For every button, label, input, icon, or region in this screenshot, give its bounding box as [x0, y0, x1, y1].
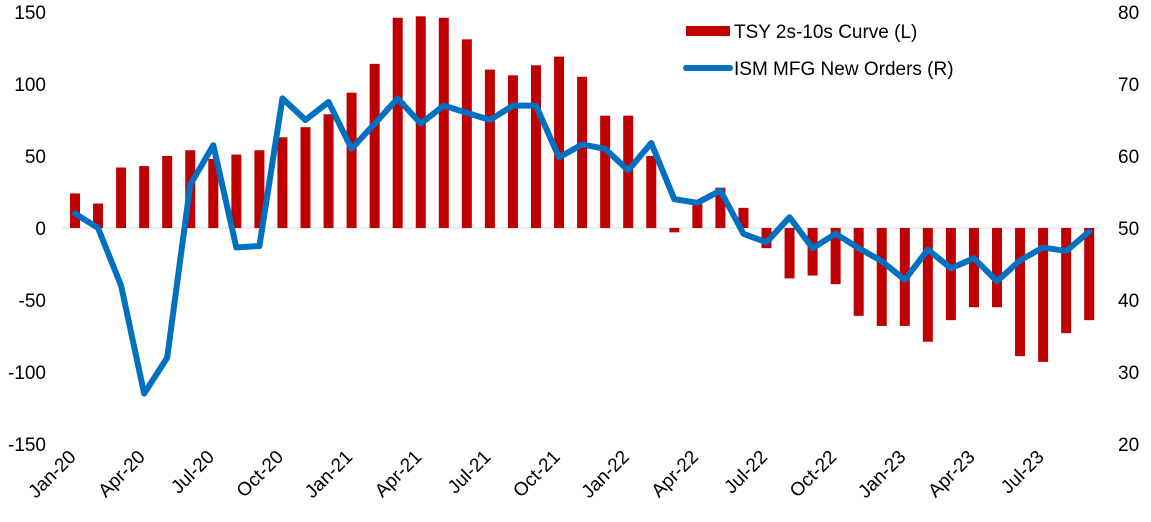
bar-Apr-20	[139, 166, 150, 228]
right-axis-tick: 70	[1118, 75, 1139, 96]
bar-Jul-21	[484, 69, 495, 228]
x-axis-tick: Jul-20	[167, 447, 218, 498]
bar-Aug-20	[231, 154, 242, 228]
bar-Sep-22	[807, 228, 818, 276]
right-axis-tick: 50	[1118, 219, 1139, 240]
left-axis-tick: -100	[8, 363, 46, 384]
x-axis-tick: Jan-22	[578, 447, 634, 503]
legend-label-line: ISM MFG New Orders (R)	[734, 59, 954, 80]
x-axis-tick: Oct-21	[509, 447, 564, 502]
bar-Dec-20	[323, 114, 334, 228]
left-axis-tick: 100	[14, 75, 46, 96]
x-axis-tick: Apr-22	[648, 447, 703, 502]
bar-Feb-23	[922, 228, 933, 342]
x-axis-tick: Apr-20	[95, 447, 150, 502]
bar-Feb-20	[93, 203, 104, 228]
x-axis-tick: Oct-20	[233, 447, 288, 502]
bar-Jan-21	[346, 92, 357, 228]
bar-Mar-22	[669, 228, 680, 233]
x-axis-tick: Jan-21	[301, 447, 357, 503]
x-axis: Jan-20 Apr-20 Jul-20 Oct-20 Jan-21 Apr-21 Jul-…	[25, 447, 1049, 503]
bar-Nov-22	[853, 228, 864, 316]
bar-May-21	[438, 17, 449, 229]
right-axis-tick: 30	[1118, 363, 1139, 384]
bar-Oct-20	[277, 137, 288, 228]
left-axis-tick: 50	[25, 147, 46, 168]
bar-Nov-20	[300, 127, 311, 228]
right-axis-tick: 80	[1118, 3, 1139, 24]
left-axis: 150 100 50 0 -50 -100 -150	[8, 3, 46, 456]
bar-May-22	[715, 187, 726, 228]
bar-Mar-20	[116, 167, 127, 228]
legend-swatch-bar	[686, 26, 730, 36]
bar-Dec-21	[600, 115, 611, 228]
legend-label-bar: TSY 2s-10s Curve (L)	[734, 22, 917, 43]
right-axis-tick: 20	[1118, 435, 1139, 456]
x-axis-tick: Apr-23	[924, 447, 979, 502]
bar-Mar-21	[392, 17, 403, 229]
right-axis-tick: 60	[1118, 147, 1139, 168]
left-axis-tick: -50	[19, 291, 46, 312]
bar-Apr-23	[968, 228, 979, 308]
right-axis: 80 70 60 50 40 30 20	[1118, 3, 1139, 456]
bar-Oct-21	[554, 56, 565, 228]
bar-Apr-22	[692, 202, 703, 228]
bar-Dec-22	[876, 228, 887, 326]
bar-Jun-21	[461, 39, 472, 228]
bar-Sep-23	[1084, 228, 1095, 321]
bar-Jul-23	[1038, 228, 1049, 362]
bar-Jul-20	[208, 158, 219, 228]
bar-Jun-22	[738, 207, 749, 228]
legend: TSY 2s-10s Curve (L) ISM MFG New Orders …	[683, 22, 954, 80]
x-axis-tick: Apr-21	[371, 447, 426, 502]
bar-Feb-22	[646, 156, 657, 228]
bar-Mar-23	[945, 228, 956, 321]
bar-Aug-22	[784, 228, 795, 279]
bar-Aug-21	[507, 75, 518, 228]
bar-May-20	[162, 156, 173, 228]
x-axis-tick: Jul-23	[997, 447, 1048, 498]
x-axis-tick: Jul-22	[721, 447, 772, 498]
x-axis-tick: Oct-22	[786, 447, 841, 502]
left-axis-tick: 150	[14, 3, 46, 24]
bar-Nov-21	[577, 76, 588, 228]
right-axis-tick: 40	[1118, 291, 1139, 312]
x-axis-tick: Jan-23	[854, 447, 910, 503]
bar-Oct-22	[830, 228, 841, 285]
bar-Aug-23	[1061, 228, 1072, 334]
line-series-ism-new-orders	[72, 95, 1093, 397]
bar-Sep-21	[531, 65, 541, 228]
left-axis-tick: 0	[35, 219, 46, 240]
left-axis-tick: -150	[8, 435, 46, 456]
x-axis-tick: Jul-21	[444, 447, 495, 498]
bar-Sep-20	[254, 150, 265, 228]
bar-May-23	[992, 228, 1002, 308]
bar-Jun-23	[1015, 228, 1026, 357]
bar-Feb-21	[369, 63, 380, 229]
